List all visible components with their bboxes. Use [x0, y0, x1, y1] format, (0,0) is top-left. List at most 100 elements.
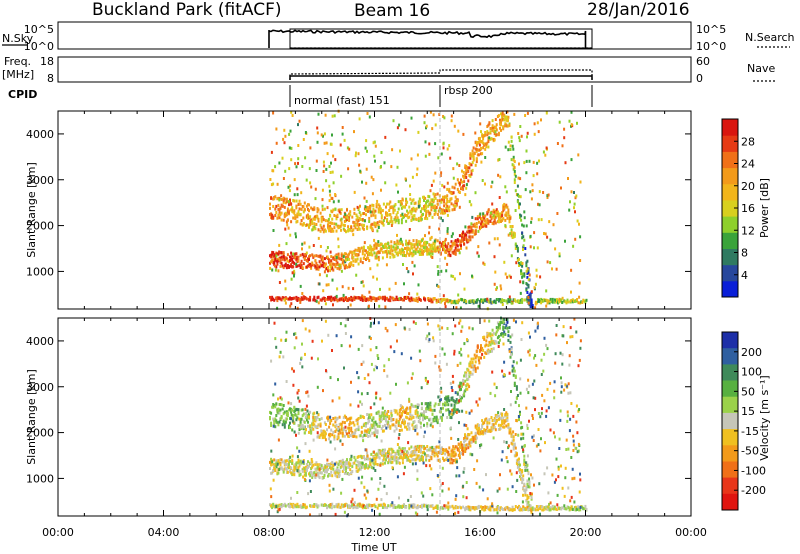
data-cell	[273, 298, 276, 302]
data-cell	[287, 185, 290, 189]
data-cell	[391, 221, 394, 225]
data-cell	[305, 215, 308, 219]
data-cell	[342, 461, 345, 465]
data-cell	[408, 292, 411, 296]
ytick-label: 3000	[26, 174, 54, 187]
data-cell	[366, 432, 369, 436]
data-cell	[332, 256, 335, 260]
data-cell	[415, 426, 418, 430]
data-cell	[339, 263, 342, 267]
data-cell	[486, 210, 489, 214]
data-cell	[286, 503, 289, 507]
data-cell	[528, 480, 531, 484]
data-cell	[424, 415, 427, 419]
data-cell	[338, 460, 341, 464]
cpid-mode-normal: normal (fast) 151	[294, 94, 390, 107]
data-cell	[351, 298, 354, 302]
data-cell	[486, 349, 489, 353]
data-cell	[517, 433, 520, 437]
data-cell	[274, 463, 277, 467]
data-cell	[398, 239, 401, 243]
data-cell	[491, 341, 494, 345]
data-cell	[335, 217, 338, 221]
data-cell	[415, 296, 418, 300]
data-cell	[317, 236, 320, 240]
data-cell	[407, 296, 410, 299]
data-cell	[403, 503, 405, 507]
data-cell	[572, 244, 575, 248]
data-cell	[351, 470, 354, 473]
data-cell	[505, 205, 508, 209]
data-cell	[369, 457, 372, 461]
data-cell	[333, 435, 336, 439]
data-cell	[501, 111, 504, 115]
data-cell	[524, 188, 527, 192]
data-cell	[528, 504, 531, 508]
data-cell	[397, 460, 400, 464]
data-cell	[486, 505, 489, 509]
data-cell	[469, 444, 472, 448]
data-cell	[283, 410, 286, 414]
data-cell	[416, 413, 419, 417]
data-cell	[390, 447, 393, 451]
data-cell	[400, 221, 403, 225]
data-cell	[300, 219, 303, 222]
data-cell	[371, 222, 374, 226]
data-cell	[492, 331, 495, 335]
data-cell	[456, 408, 459, 412]
data-cell	[406, 453, 409, 457]
data-cell	[429, 417, 432, 421]
data-cell	[462, 380, 465, 384]
data-cell	[283, 197, 286, 201]
data-cell	[411, 423, 414, 427]
data-cell	[428, 225, 431, 229]
data-cell	[573, 191, 575, 194]
data-cell	[397, 190, 399, 194]
data-cell	[365, 465, 367, 469]
data-cell	[547, 505, 550, 509]
data-cell	[492, 127, 495, 130]
data-cell	[551, 300, 554, 304]
data-cell	[353, 211, 356, 215]
data-cell	[520, 269, 523, 273]
data-cell	[499, 118, 501, 122]
data-cell	[436, 421, 439, 425]
data-cell	[436, 202, 439, 206]
data-cell	[354, 154, 357, 158]
data-cell	[282, 468, 285, 472]
data-cell	[524, 508, 527, 511]
data-cell	[432, 206, 435, 209]
data-cell	[464, 379, 467, 383]
data-cell	[493, 210, 496, 214]
data-cell	[563, 388, 566, 392]
data-cell	[321, 227, 324, 231]
data-cell	[386, 255, 389, 259]
data-cell	[432, 241, 435, 245]
data-cell	[382, 454, 385, 458]
data-cell	[528, 303, 531, 307]
data-cell	[290, 502, 293, 506]
data-cell	[313, 295, 316, 299]
data-cell	[505, 190, 508, 194]
data-cell	[404, 177, 407, 181]
data-cell	[308, 203, 310, 207]
data-cell	[449, 248, 452, 252]
data-cell	[446, 327, 449, 330]
data-cell	[280, 218, 283, 222]
data-cell	[454, 252, 457, 256]
data-cell	[297, 255, 300, 259]
data-cell	[478, 148, 481, 152]
data-cell	[269, 460, 271, 464]
data-cell	[361, 506, 364, 510]
data-cell	[315, 503, 318, 507]
data-cell	[540, 505, 543, 508]
data-cell	[388, 447, 391, 451]
data-cell	[331, 229, 334, 233]
data-cell	[476, 251, 479, 255]
data-cell	[321, 260, 324, 264]
data-cell	[467, 225, 470, 229]
data-cell	[440, 200, 443, 204]
data-cell	[418, 444, 421, 448]
data-cell	[426, 252, 429, 256]
data-cell	[371, 504, 374, 508]
